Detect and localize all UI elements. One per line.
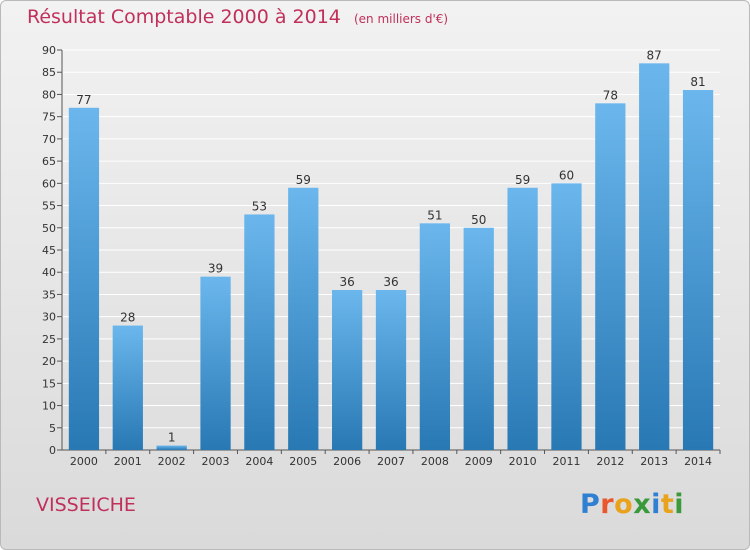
- bar: [68, 107, 100, 451]
- axes: 0 5 10 15 20 25 30 35 40 45 50 55 60 65 70 75 80 85 90 2000…: [42, 44, 721, 468]
- bar: [200, 276, 231, 450]
- y-tick-label: 30: [42, 311, 56, 324]
- logo-letter: P: [580, 489, 601, 520]
- data-label: 50: [471, 213, 486, 227]
- x-tick-label: 2014: [684, 455, 712, 468]
- data-label: 59: [515, 173, 530, 187]
- chart-title: Résultat Comptable 2000 à 2014 (en milli…: [27, 6, 448, 28]
- y-tick-label: 80: [42, 88, 56, 101]
- data-label: 36: [383, 275, 398, 289]
- y-tick-label: 45: [42, 244, 56, 257]
- y-tick-label: 60: [42, 177, 56, 190]
- x-tick-label: 2008: [421, 455, 449, 468]
- y-tick-label: 75: [42, 111, 56, 124]
- title-unit: (en milliers d'€): [353, 12, 449, 26]
- y-tick-label: 55: [42, 200, 56, 213]
- x-tick-label: 2001: [114, 455, 142, 468]
- y-tick-label: 20: [42, 355, 56, 368]
- x-tick-label: 2003: [202, 455, 230, 468]
- bar: [595, 103, 626, 450]
- y-tick-label: 90: [42, 44, 56, 57]
- y-tick-label: 25: [42, 333, 56, 346]
- y-tick-label: 5: [49, 422, 56, 435]
- y-tick-label: 65: [42, 155, 56, 168]
- x-tick-label: 2002: [158, 455, 186, 468]
- data-label: 78: [603, 88, 618, 102]
- x-tick-label: 2011: [552, 455, 580, 468]
- logo-letter: t: [660, 489, 675, 520]
- x-tick-label: 2010: [509, 455, 537, 468]
- data-label: 87: [647, 48, 662, 62]
- data-label: 77: [76, 93, 91, 107]
- commune-name: VISSEICHE: [36, 494, 136, 516]
- bar: [288, 187, 319, 450]
- bar: [244, 214, 275, 450]
- logo-letter: i: [651, 489, 661, 520]
- logo-letter: o: [614, 489, 634, 520]
- data-label: 60: [559, 168, 574, 182]
- x-tick-label: 2005: [289, 455, 317, 468]
- bar: [463, 227, 494, 450]
- y-tick-label: 70: [42, 133, 56, 146]
- bar: [551, 183, 582, 451]
- y-tick-label: 0: [49, 444, 56, 457]
- bar: [331, 290, 363, 450]
- bar: [507, 187, 538, 450]
- data-label: 39: [208, 262, 223, 276]
- data-label: 28: [120, 311, 135, 325]
- logo-letter: i: [674, 489, 685, 520]
- bar: [419, 223, 451, 450]
- x-tick-label: 2006: [333, 455, 361, 468]
- title-main: Résultat Comptable 2000 à 2014: [27, 6, 341, 28]
- x-tick-label: 2009: [465, 455, 493, 468]
- x-tick-label: 2013: [640, 455, 668, 468]
- bars: [68, 63, 714, 451]
- bar: [112, 325, 143, 450]
- logo-letter: x: [633, 489, 652, 520]
- y-tick-label: 10: [42, 400, 56, 413]
- y-tick-label: 35: [42, 288, 56, 301]
- data-labels: 77 28 1 39 53 59 36 36 51 50 59 60 78 87 81: [76, 48, 705, 444]
- bar: [682, 90, 714, 450]
- bar: [639, 63, 670, 450]
- x-tick-label: 2012: [596, 455, 624, 468]
- y-tick-label: 50: [42, 222, 56, 235]
- y-tick-label: 85: [42, 66, 56, 79]
- logo-letter: r: [600, 489, 615, 520]
- x-tick-label: 2007: [377, 455, 405, 468]
- y-tick-label: 40: [42, 266, 56, 279]
- data-label: 53: [252, 199, 267, 213]
- bar: [375, 290, 407, 450]
- data-label: 59: [296, 173, 311, 187]
- data-label: 1: [168, 431, 176, 445]
- data-label: 81: [690, 75, 705, 89]
- bar: [156, 445, 187, 450]
- x-tick-label: 2004: [245, 455, 273, 468]
- data-label: 51: [427, 208, 442, 222]
- x-tick-label: 2000: [70, 455, 98, 468]
- data-label: 36: [339, 275, 354, 289]
- y-tick-label: 15: [42, 377, 56, 390]
- proxiti-logo: Proxiti: [580, 489, 684, 520]
